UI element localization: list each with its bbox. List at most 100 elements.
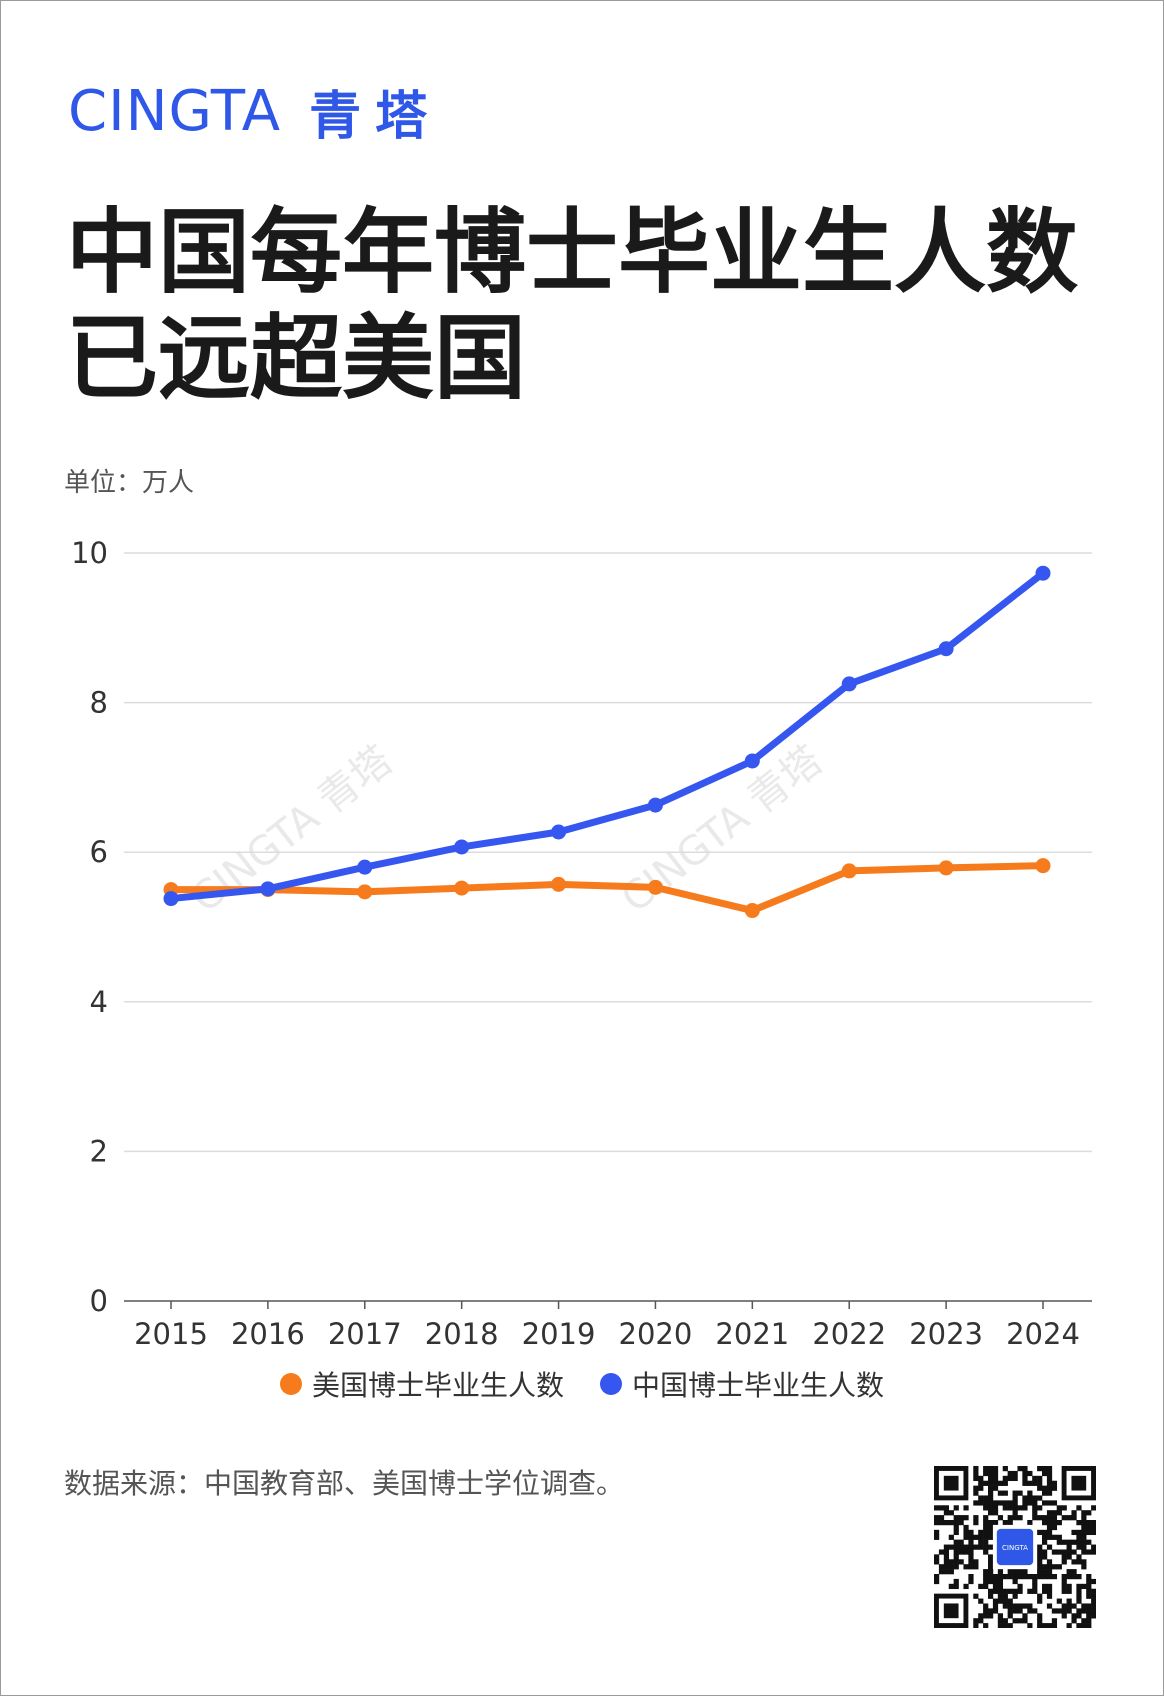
qr-module — [1071, 1603, 1077, 1609]
qr-module — [983, 1529, 989, 1536]
qr-module — [934, 1505, 940, 1511]
qr-module — [1071, 1510, 1077, 1516]
qr-module — [1037, 1549, 1043, 1555]
qr-module — [1007, 1623, 1013, 1628]
qr-module — [1046, 1480, 1053, 1486]
qr-module — [988, 1470, 994, 1477]
qr-module — [983, 1480, 989, 1486]
qr-module — [973, 1544, 979, 1550]
qr-module — [1051, 1485, 1058, 1491]
qr-module — [983, 1569, 989, 1575]
qr-module — [1086, 1593, 1092, 1599]
qr-module — [988, 1500, 994, 1506]
qr-module — [1007, 1520, 1013, 1526]
qr-module — [1022, 1475, 1028, 1482]
qr-module — [1091, 1505, 1096, 1511]
qr-module — [934, 1515, 940, 1521]
qr-module — [988, 1613, 994, 1619]
qr-module — [1022, 1505, 1028, 1511]
qr-module — [1046, 1623, 1053, 1628]
qr-module — [948, 1559, 954, 1565]
x-tick-label-2023: 2023 — [909, 1317, 983, 1350]
qr-module — [1071, 1549, 1077, 1555]
qr-module — [968, 1539, 974, 1545]
qr-module — [1022, 1574, 1028, 1580]
qr-module — [1012, 1593, 1018, 1599]
qr-module — [1042, 1588, 1048, 1594]
qr-module — [1042, 1490, 1048, 1496]
qr-module — [943, 1554, 950, 1560]
qr-module — [978, 1480, 984, 1486]
qr-module — [973, 1475, 979, 1482]
qr-module — [997, 1574, 1004, 1580]
qr-module — [1042, 1515, 1048, 1521]
qr-module — [1012, 1608, 1018, 1614]
y-tick-label-4: 4 — [90, 985, 108, 1019]
qr-module — [1076, 1554, 1082, 1560]
qr-module — [988, 1485, 994, 1491]
qr-module — [973, 1500, 979, 1506]
qr-module — [968, 1559, 974, 1565]
qr-module — [1081, 1623, 1087, 1628]
qr-module — [1007, 1475, 1013, 1482]
qr-module — [1066, 1539, 1072, 1545]
qr-module — [1056, 1598, 1062, 1604]
qr-module — [1002, 1520, 1008, 1526]
qr-module — [1086, 1613, 1092, 1619]
qr-module — [983, 1539, 989, 1545]
qr-module — [1091, 1520, 1096, 1526]
qr-module — [983, 1583, 989, 1590]
qr-module — [938, 1520, 945, 1526]
data-point-0-2018 — [454, 880, 470, 896]
qr-module — [1012, 1574, 1018, 1580]
legend-item-cn: 中国博士毕业生人数 — [600, 1364, 884, 1404]
qr-module — [1086, 1549, 1092, 1555]
qr-module — [1056, 1534, 1062, 1540]
qr-module — [948, 1544, 954, 1550]
qr-module — [997, 1613, 1004, 1619]
qr-module — [1086, 1608, 1092, 1614]
qr-module — [1032, 1475, 1038, 1482]
qr-module — [1042, 1470, 1048, 1477]
qr-module — [1051, 1564, 1058, 1570]
data-point-1-2017 — [357, 859, 373, 875]
qr-module — [1022, 1500, 1028, 1506]
qr-module — [992, 1475, 999, 1482]
qr-module — [988, 1554, 994, 1560]
qr-module — [997, 1578, 1004, 1585]
qr-module — [1066, 1544, 1072, 1550]
qr-module — [997, 1500, 1004, 1506]
data-point-1-2015 — [163, 891, 179, 907]
qr-module — [934, 1534, 940, 1540]
qr-module — [1046, 1569, 1053, 1575]
qr-module — [948, 1583, 954, 1590]
qr-module — [1032, 1515, 1038, 1521]
qr-module — [948, 1569, 954, 1575]
qr-module — [1076, 1534, 1082, 1540]
qr-module — [1017, 1515, 1023, 1521]
qr-module — [973, 1593, 979, 1599]
qr-module — [1007, 1500, 1013, 1506]
qr-module — [1046, 1559, 1053, 1565]
qr-module — [1037, 1480, 1043, 1486]
qr-module — [992, 1466, 999, 1472]
qr-module — [1056, 1505, 1062, 1511]
qr-module — [1081, 1515, 1087, 1521]
qr-module — [1027, 1470, 1033, 1477]
qr-module — [1017, 1466, 1023, 1472]
data-point-0-2024 — [1035, 858, 1051, 874]
qr-module — [934, 1559, 940, 1565]
qr-module — [1076, 1520, 1082, 1526]
qr-module — [1091, 1608, 1096, 1614]
qr-module — [1066, 1569, 1072, 1575]
qr-module — [1086, 1618, 1092, 1624]
qr-module — [1042, 1549, 1048, 1555]
qr-module — [988, 1480, 994, 1486]
y-tick-label-6: 6 — [90, 835, 108, 869]
qr-module — [1042, 1564, 1048, 1570]
qr-module — [1066, 1515, 1072, 1521]
qr-module — [1002, 1598, 1008, 1604]
qr-module — [1002, 1480, 1008, 1486]
qr-module — [1022, 1618, 1028, 1624]
qr-module — [992, 1574, 999, 1580]
